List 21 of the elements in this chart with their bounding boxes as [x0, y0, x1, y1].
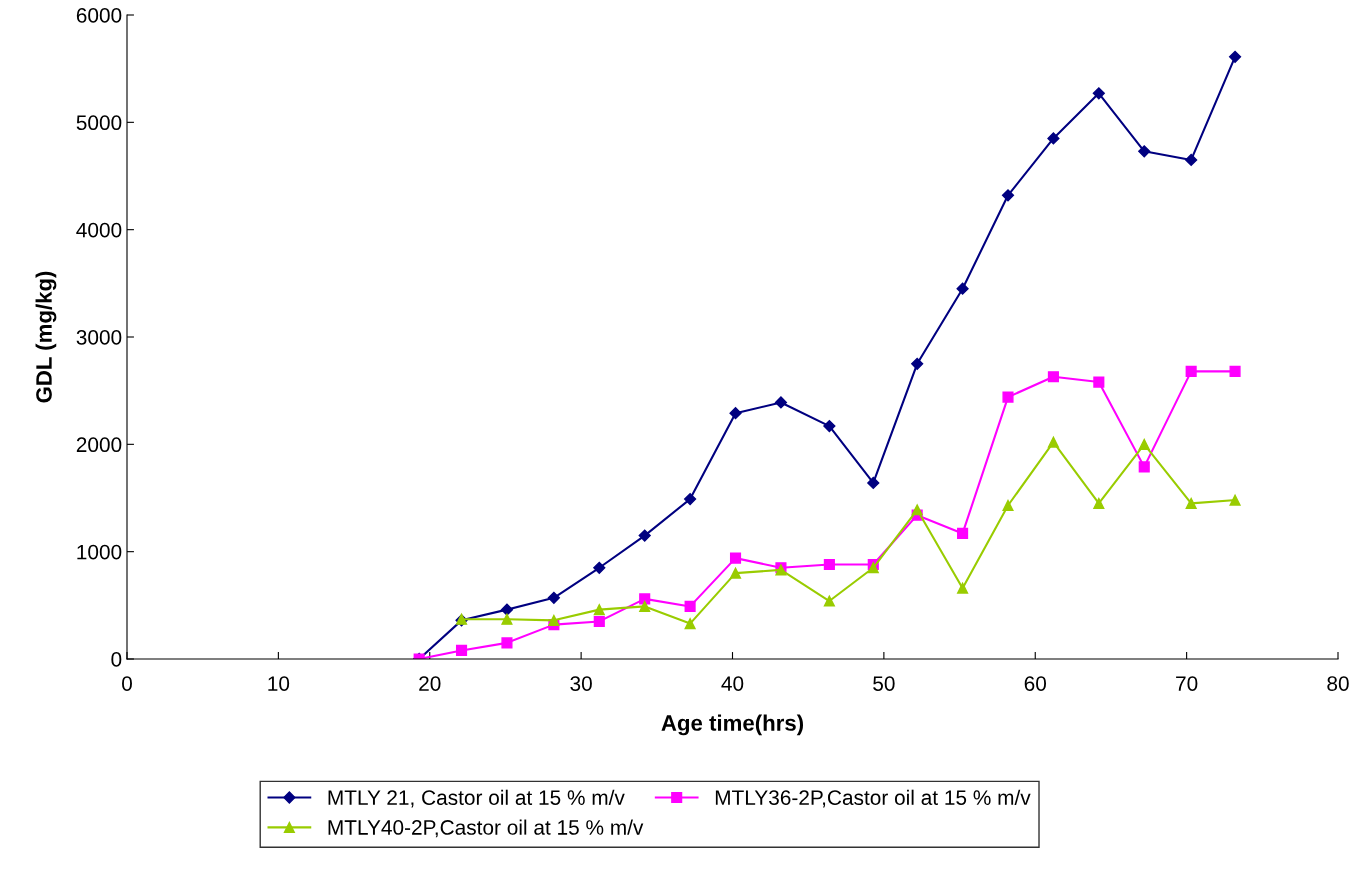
y-tick-label: 0	[111, 652, 122, 667]
x-tick-label: 70	[1176, 676, 1198, 691]
x-tick-label: 30	[570, 676, 592, 691]
y-axis-title: GDL (mg/kg)	[35, 271, 57, 403]
x-tick-label: 10	[268, 676, 290, 691]
x-tick-label: 40	[721, 676, 744, 691]
y-tick-label: 1000	[77, 544, 122, 560]
legend-label: MTLY40-2P,Castor oil at 15 % m/v	[328, 819, 644, 838]
y-tick-label: 5000	[76, 115, 122, 131]
y-tick-label: 2000	[76, 437, 122, 453]
legend-label: MTLY36-2P,Castor oil at 15 % m/v	[715, 789, 1031, 808]
x-tick-label: 50	[873, 676, 895, 691]
x-tick-label: 0	[122, 676, 132, 691]
y-tick-label: 3000	[76, 330, 122, 345]
x-tick-label: 60	[1024, 676, 1047, 691]
legend-label: MTLY 21, Castor oil at 15 % m/v	[328, 789, 625, 808]
y-tick-label: 6000	[76, 8, 122, 23]
x-tick-label: 20	[419, 676, 441, 691]
x-tick-label: 80	[1327, 676, 1349, 691]
x-axis-title: Age time(hrs)	[661, 714, 804, 736]
y-tick-label: 4000	[76, 222, 122, 238]
